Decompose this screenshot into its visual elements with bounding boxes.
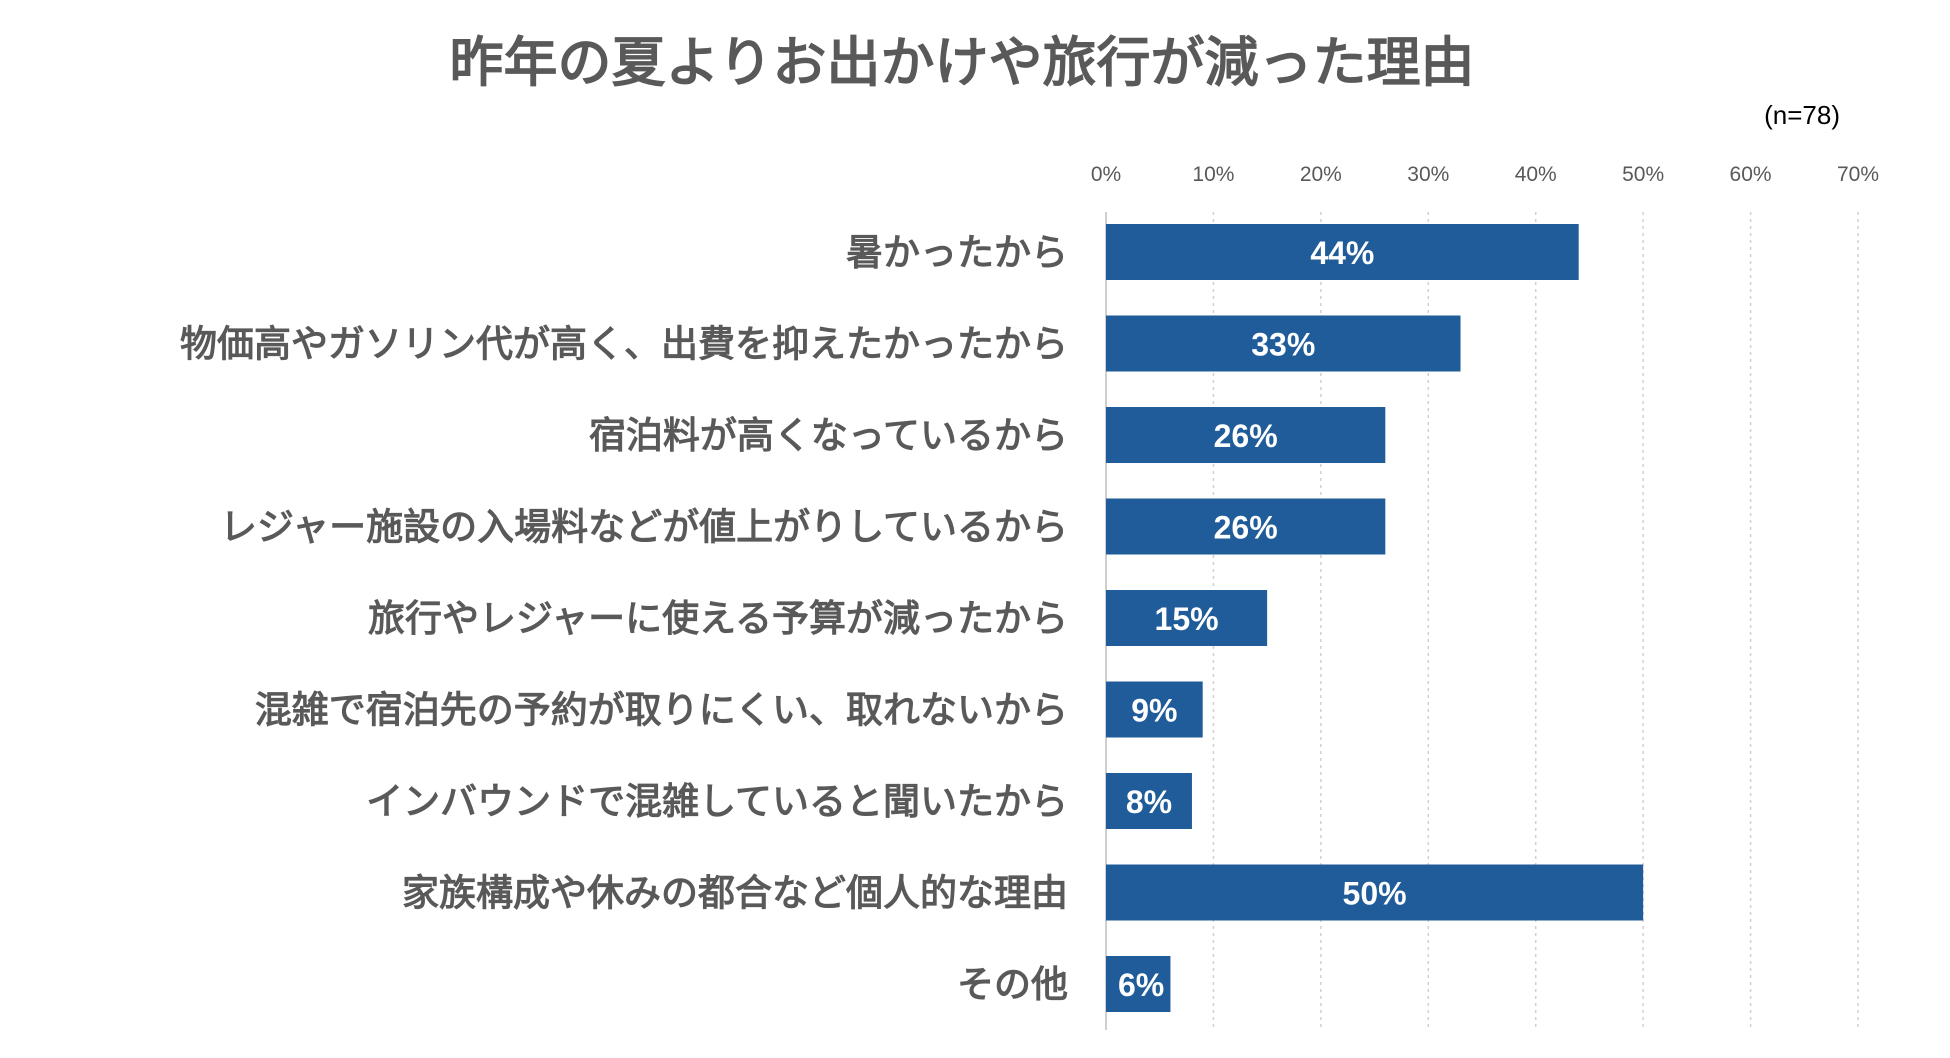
x-tick-label-0: 0% — [1091, 163, 1121, 186]
value-label-9: 6% — [1118, 967, 1164, 1003]
category-label-2: 物価高やガソリン代が高く、出費を抑えたかったから — [180, 323, 1068, 366]
bar-6 — [1106, 681, 1203, 738]
category-label-3: 宿泊料が高くなっているから — [589, 414, 1068, 457]
bar-5 — [1106, 590, 1268, 646]
x-axis-tick-labels: 0% 10% 20% 30% 40% 50% 60% 70% — [1091, 163, 1879, 186]
sample-size-note: (n=78) — [1764, 100, 1840, 130]
bar-8 — [1106, 864, 1644, 921]
value-label-8: 50% — [1343, 876, 1407, 912]
x-tick-label-30: 30% — [1407, 163, 1449, 186]
x-tick-label-60: 60% — [1730, 163, 1772, 186]
chart-title: 昨年の夏よりお出かけや旅行が減った理由 — [450, 31, 1475, 94]
bars — [1106, 224, 1644, 1012]
bar-9 — [1106, 956, 1171, 1012]
category-label-1: 暑かったから — [846, 231, 1068, 274]
category-label-5: 旅行やレジャーに使える予算が減ったから — [368, 597, 1068, 640]
bar-7 — [1106, 773, 1192, 829]
category-label-8: 家族構成や休みの都合など個人的な理由 — [402, 872, 1068, 915]
bar-1 — [1106, 224, 1579, 280]
x-tick-label-20: 20% — [1300, 163, 1342, 186]
value-label-4: 26% — [1214, 510, 1278, 546]
value-label-2: 33% — [1251, 327, 1315, 363]
x-tick-label-70: 70% — [1837, 163, 1879, 186]
x-tick-label-10: 10% — [1192, 163, 1234, 186]
value-label-1: 44% — [1310, 235, 1374, 271]
category-label-9: その他 — [957, 963, 1068, 1006]
bar-4 — [1106, 498, 1386, 555]
category-label-7: インバウンドで混雑していると聞いたから — [366, 780, 1068, 823]
x-tick-label-40: 40% — [1515, 163, 1557, 186]
value-labels: 44% 33% 26% 26% 15% 9% 8% 50% 6% — [1118, 235, 1407, 1003]
category-label-4: レジャー施設の入場料などが値上がりしているから — [220, 506, 1068, 549]
x-tick-label-50: 50% — [1622, 163, 1664, 186]
bar-3 — [1106, 407, 1386, 463]
value-label-7: 8% — [1126, 784, 1172, 820]
value-label-6: 9% — [1131, 693, 1177, 729]
category-label-6: 混雑で宿泊先の予約が取りにくい、取れないから — [255, 689, 1068, 732]
bar-2 — [1106, 315, 1461, 372]
category-labels: 暑かったから物価高やガソリン代が高く、出費を抑えたかったから宿泊料が高くなってい… — [180, 231, 1068, 1006]
value-label-5: 15% — [1155, 601, 1219, 637]
value-label-3: 26% — [1214, 418, 1278, 454]
